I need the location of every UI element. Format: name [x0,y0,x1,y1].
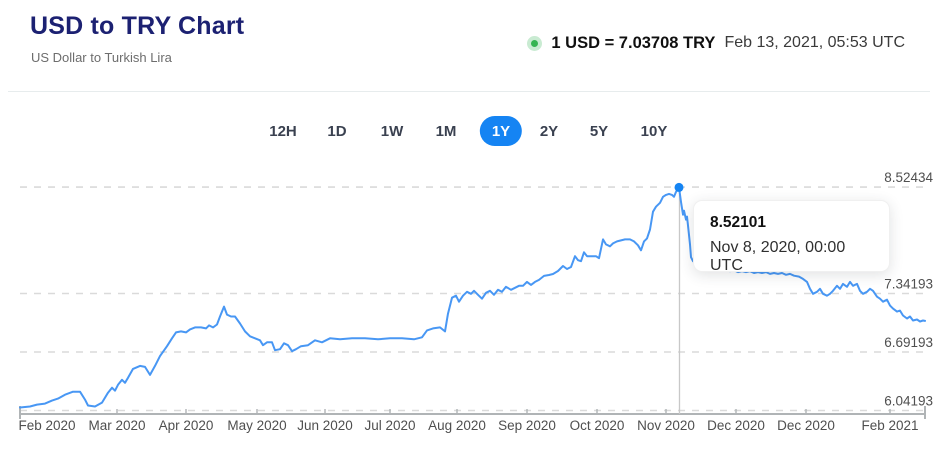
page-subtitle: US Dollar to Turkish Lira [31,50,172,65]
x-axis-label: May 2020 [227,418,286,433]
y-axis-label: 8.52434 [884,170,933,185]
tab-1m[interactable]: 1M [435,122,457,140]
tab-1w[interactable]: 1W [380,122,404,140]
page-title: USD to TRY Chart [30,12,245,40]
header-divider [8,91,930,92]
tooltip-value: 8.52101 [710,214,767,231]
x-axis-label: Dec 2020 [777,418,835,433]
rate-timestamp: Feb 13, 2021, 05:53 UTC [724,34,905,51]
current-rate: 1 USD = 7.03708 TRY [551,33,716,52]
x-axis-label: Feb 2021 [861,418,918,433]
rate-line-series [19,186,926,409]
x-axis-label: Jun 2020 [297,418,353,433]
x-axis-label: Feb 2020 [18,418,75,433]
chart-tooltip: 8.52101 Nov 8, 2020, 00:00 UTC [693,200,890,274]
tab-2y[interactable]: 2Y [539,122,559,140]
x-axis-label: Oct 2020 [570,418,625,433]
tab-12h[interactable]: 12H [269,122,297,140]
x-axis-label: Jul 2020 [364,418,415,433]
x-axis-label: Nov 2020 [637,418,695,433]
y-axis-label: 7.34193 [884,277,933,292]
live-indicator-icon [527,35,543,51]
tab-1y[interactable]: 1Y [479,116,523,146]
tab-5y[interactable]: 5Y [589,122,609,140]
highlight-dot [674,182,684,192]
x-axis-label: Dec 2020 [707,418,765,433]
tab-1d[interactable]: 1D [327,122,347,140]
period-tab-bar: 12H 1D 1W 1M 1Y 2Y 5Y 10Y [0,116,938,146]
tooltip-date: Nov 8, 2020, 00:00 UTC [710,239,846,274]
x-axis-label: Sep 2020 [498,418,556,433]
tab-10y[interactable]: 10Y [640,122,668,140]
live-rate-row: 1 USD = 7.03708 TRY Feb 13, 2021, 05:53 … [527,33,905,53]
x-axis-label: Mar 2020 [88,418,145,433]
x-axis-label: Aug 2020 [428,418,486,433]
y-axis-label: 6.69193 [884,335,933,350]
y-axis-label: 6.04193 [884,394,933,409]
x-axis-label: Apr 2020 [159,418,214,433]
